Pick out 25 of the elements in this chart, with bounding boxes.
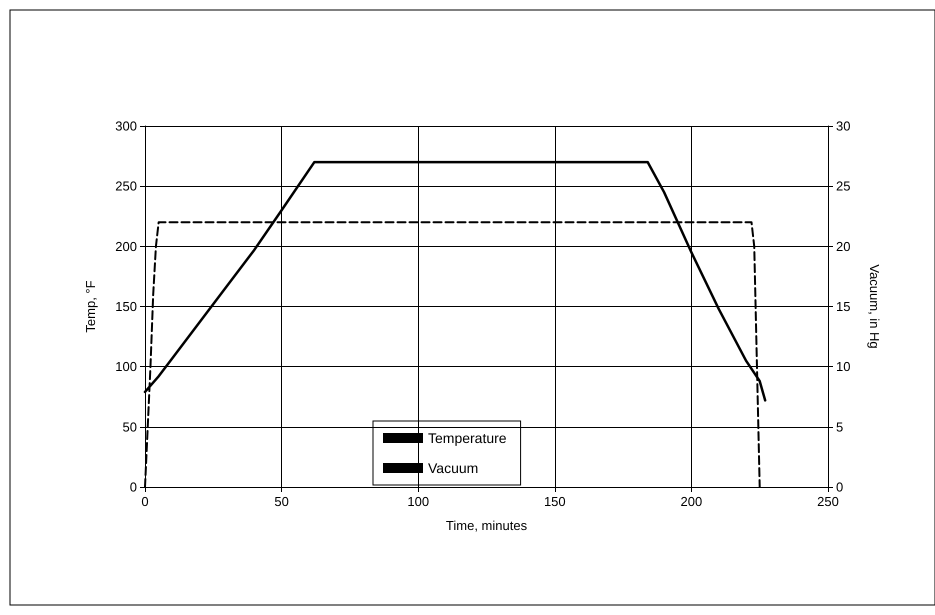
y2-tick-label: 20 xyxy=(836,238,850,254)
y2-tick-label: 10 xyxy=(836,359,850,374)
y2-tick-label: 25 xyxy=(836,178,850,194)
legend-label: Temperature xyxy=(428,430,507,446)
y-tick-label: 300 xyxy=(115,118,137,134)
x-tick-label: 200 xyxy=(680,494,702,509)
x-axis-title: Time, minutes xyxy=(446,518,528,533)
x-tick-label: 100 xyxy=(407,494,430,509)
y-tick-label: 150 xyxy=(115,299,137,314)
legend-label: Vacuum xyxy=(428,460,478,476)
y-tick-label: 200 xyxy=(115,238,137,254)
y2-axis-title: Vacuum, in Hg xyxy=(867,264,882,349)
y2-tick-label: 0 xyxy=(836,480,844,494)
y2-tick-label: 15 xyxy=(836,299,850,314)
x-tick-label: 50 xyxy=(274,494,289,509)
y-tick-label: 100 xyxy=(115,359,137,374)
y2-tick-label: 5 xyxy=(836,419,844,434)
y-axis-title: Temp, °F xyxy=(83,280,98,333)
y-tick-label: 0 xyxy=(130,480,137,494)
y2-tick-label: 30 xyxy=(836,118,850,134)
x-tick-label: 0 xyxy=(141,494,149,509)
x-tick-label: 150 xyxy=(544,494,566,509)
y-tick-label: 250 xyxy=(115,178,137,194)
x-tick-label: 250 xyxy=(817,494,839,509)
y-tick-label: 50 xyxy=(122,419,137,434)
